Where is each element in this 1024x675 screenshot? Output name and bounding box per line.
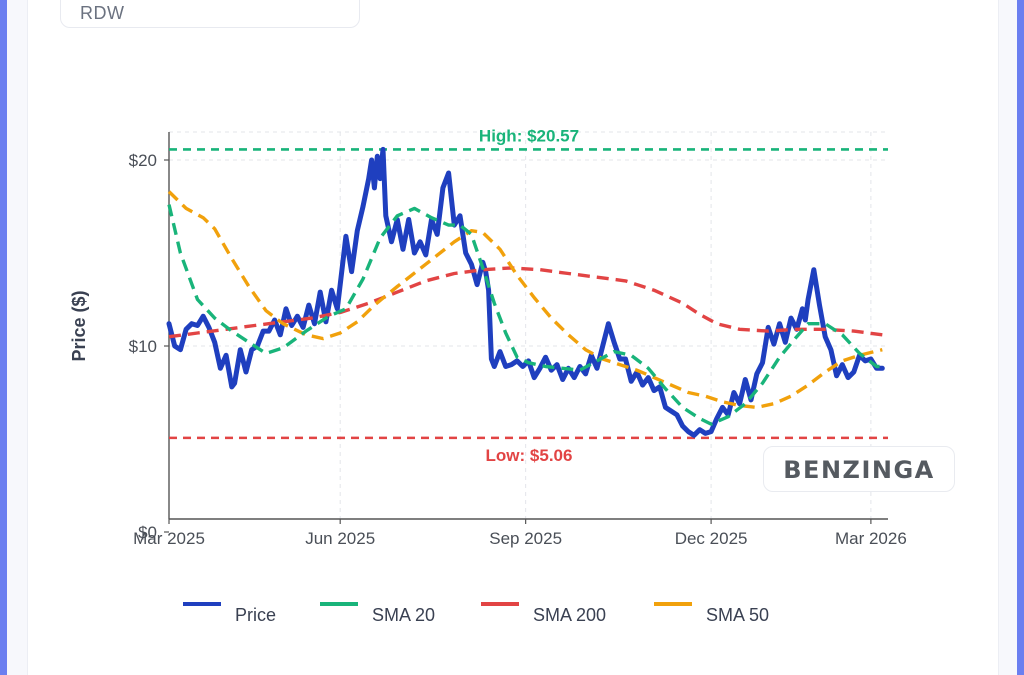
ticker-box xyxy=(60,0,360,28)
x-tick-label: Jun 2025 xyxy=(305,529,375,548)
y-tick-label: $10 xyxy=(129,337,157,356)
benzinga-logo-text: BENZINGA xyxy=(783,456,935,484)
sma50-series-line xyxy=(167,190,883,410)
x-tick-label: Dec 2025 xyxy=(675,529,748,548)
legend-label-sma200: SMA 200 xyxy=(533,605,606,625)
legend-label-price: Price xyxy=(235,605,276,625)
legend-label-sma20: SMA 20 xyxy=(372,605,435,625)
x-tick-label: Mar 2025 xyxy=(133,529,205,548)
benzinga-watermark: BENZINGA xyxy=(763,446,955,492)
x-tick-label: Sep 2025 xyxy=(489,529,562,548)
price-series-line xyxy=(166,146,885,438)
chart-card xyxy=(27,0,999,675)
sma200-series-line xyxy=(168,266,883,339)
sma20-series-line xyxy=(167,204,883,426)
low-reference-label: Low: $5.06 xyxy=(486,446,573,465)
x-tick-label: Mar 2026 xyxy=(835,529,907,548)
y-axis-title: Price ($) xyxy=(69,290,89,361)
legend-label-sma50: SMA 50 xyxy=(706,605,769,625)
high-reference-label: High: $20.57 xyxy=(479,126,579,145)
y-tick-label: $0 xyxy=(138,523,157,542)
y-tick-label: $20 xyxy=(129,151,157,170)
ticker-symbol: RDW xyxy=(80,3,125,23)
